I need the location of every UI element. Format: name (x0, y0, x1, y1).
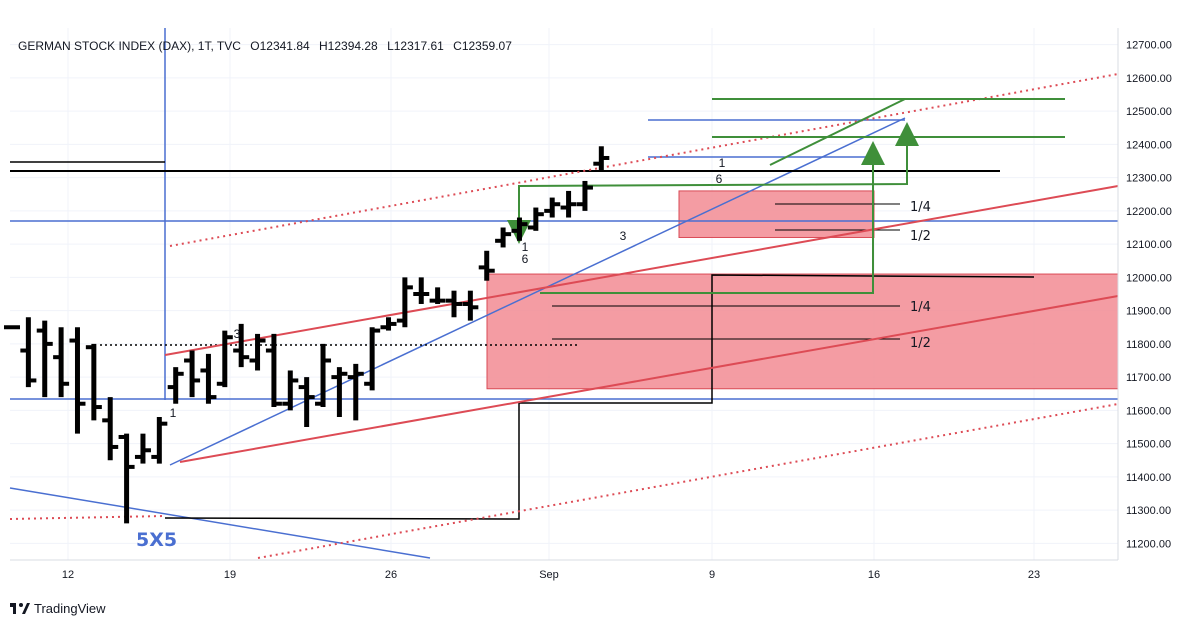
ohlc-bar (200, 353, 217, 404)
ohlc-bar (560, 190, 577, 218)
y-tick-label: 12700.00 (1126, 40, 1172, 52)
y-tick-label: 12200.00 (1126, 206, 1172, 218)
annotation-label: 5X5 (136, 529, 177, 551)
x-tick-label: 16 (868, 569, 880, 581)
ohlc-bar (167, 367, 184, 404)
open-value: O12341.84 (250, 39, 310, 53)
y-tick-label: 11700.00 (1126, 372, 1171, 384)
time-axis[interactable]: 12 19 26 Sep 9 16 23 (62, 569, 1040, 581)
x-tick-label: Sep (539, 569, 559, 581)
annotation-label: 3 (620, 229, 627, 243)
y-tick-label: 11600.00 (1126, 405, 1171, 417)
annotation-label: 3 (234, 327, 241, 341)
ohlc-bar (36, 320, 53, 398)
annotation-label: 1 (522, 240, 529, 254)
ohlc-bar (445, 290, 462, 318)
y-tick-label: 12000.00 (1126, 272, 1172, 284)
ohlc-bar (69, 327, 86, 434)
price-zone-lower (486, 273, 1119, 390)
symbol-title: GERMAN STOCK INDEX (DAX), 1T, TVC (18, 39, 241, 53)
ohlc-bar (576, 180, 593, 211)
y-tick-label: 12300.00 (1126, 173, 1172, 185)
ohlc-bar (102, 397, 119, 461)
ohlc-bar (511, 217, 528, 241)
annotation-label: 1/2 (910, 336, 931, 351)
y-tick-label: 12600.00 (1126, 73, 1172, 85)
tradingview-icon (10, 603, 30, 614)
y-tick-label: 11800.00 (1126, 339, 1171, 351)
ohlc-bar (462, 290, 479, 321)
annotation-label: 6 (522, 252, 529, 266)
ohlc-bar (396, 277, 413, 328)
ohlc-bar (315, 343, 332, 408)
y-tick-label: 12400.00 (1126, 139, 1172, 151)
ohlc-bar (380, 317, 397, 331)
red-dotted-upper (169, 73, 1119, 247)
blue-descending-line (9, 487, 431, 559)
ohlc-bar (413, 277, 430, 304)
annotation-label: 1/4 (910, 300, 931, 315)
price-axis[interactable]: 12700.00 12600.00 12500.00 12400.00 12300.00… (1126, 40, 1172, 551)
annotation-label: 1/2 (910, 229, 931, 244)
y-tick-label: 12500.00 (1126, 106, 1172, 118)
ohlc-bar (233, 323, 250, 368)
ohlc-bar (216, 330, 233, 388)
ohlc-bar (495, 227, 512, 248)
ohlc-bar (265, 333, 282, 408)
green-trendline (769, 98, 906, 166)
ohlc-bar (151, 417, 168, 464)
x-tick-label: 26 (385, 569, 397, 581)
close-value: C12359.07 (453, 39, 512, 53)
red-channel-lower (179, 295, 1119, 463)
ohlc-bar (134, 433, 151, 464)
red-dotted-lower (257, 403, 1119, 559)
green-path-upper (518, 144, 908, 222)
y-tick-label: 12100.00 (1126, 239, 1172, 251)
ohlc-bar (347, 363, 364, 421)
ohlc-bar (478, 250, 495, 281)
y-tick-label: 11400.00 (1126, 472, 1171, 484)
y-tick-label: 11300.00 (1126, 505, 1171, 517)
green-path-lower (540, 163, 874, 294)
ohlc-bar (544, 197, 561, 218)
ohlc-bar (184, 350, 201, 398)
chart-title: GERMAN STOCK INDEX (DAX), 1T, TVC O12341… (18, 39, 512, 53)
x-tick-label: 12 (62, 569, 74, 581)
ohlc-bar (282, 370, 299, 411)
annotation-label: 1 (719, 156, 726, 170)
ohlc-bar (527, 207, 544, 231)
ohlc-bar (593, 146, 610, 172)
ohlc-bar (249, 333, 266, 371)
ohlc-bar (298, 377, 315, 427)
ohlc-bar (364, 327, 381, 391)
x-tick-label: 23 (1028, 569, 1040, 581)
ohlc-bar (20, 317, 37, 388)
annotation-label: 6 (716, 172, 723, 186)
y-tick-label: 11500.00 (1126, 439, 1171, 451)
annotation-label: 1 (170, 406, 177, 420)
brand-name: TradingView (34, 601, 106, 616)
green-arrow-up-right (895, 122, 919, 146)
ohlc-bar (331, 367, 348, 418)
red-dotted-left (9, 515, 166, 520)
annotation-label: 1/4 (910, 200, 931, 215)
ohlc-bar (118, 433, 135, 524)
black-step-line (164, 274, 1035, 520)
ohlc-bar (53, 327, 70, 398)
low-value: L12317.61 (387, 39, 444, 53)
green-arrow-up-left (861, 141, 885, 165)
y-tick-label: 11900.00 (1126, 306, 1171, 318)
tradingview-logo[interactable]: TradingView (10, 601, 106, 616)
ohlc-bar (429, 287, 446, 304)
ohlc-bar (85, 343, 102, 421)
ohlc-bars (4, 146, 610, 524)
red-channel-upper (164, 185, 1119, 356)
x-tick-label: 9 (709, 569, 715, 581)
y-tick-label: 11200.00 (1126, 538, 1171, 550)
high-value: H12394.28 (319, 39, 378, 53)
x-tick-label: 19 (224, 569, 236, 581)
